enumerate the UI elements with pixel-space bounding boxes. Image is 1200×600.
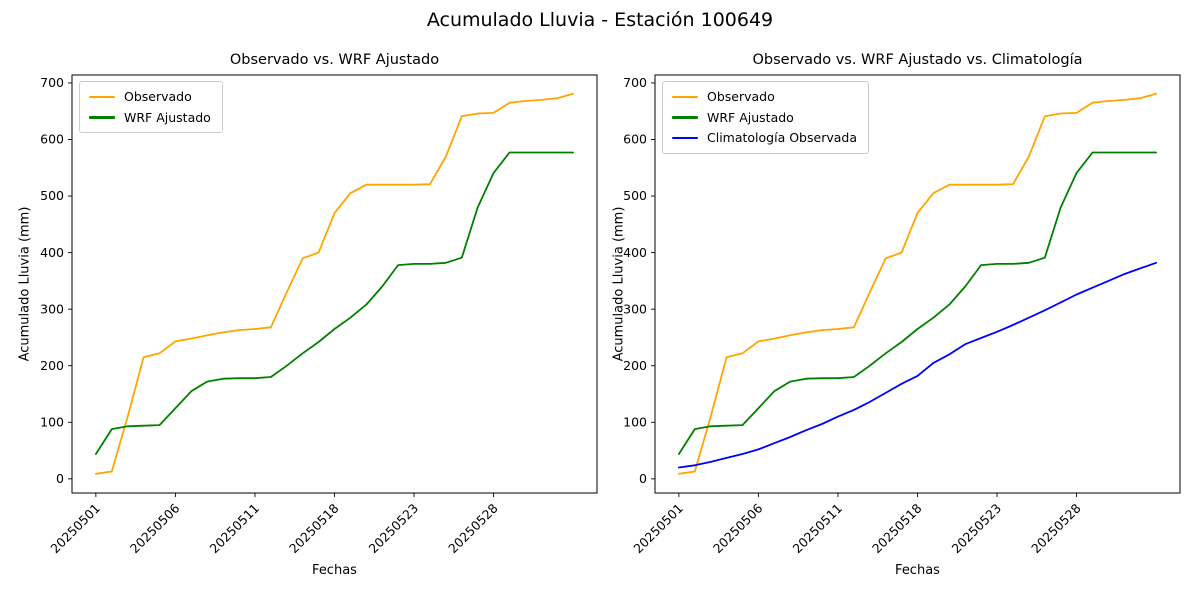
x-tick-label: 20250506 (710, 500, 766, 556)
left-y-axis-label: Acumulado Lluvia (mm) (17, 206, 33, 362)
y-tick-label: 300 (40, 301, 64, 316)
legend-label: Observado (707, 89, 775, 104)
y-tick-label: 600 (623, 132, 647, 147)
left-chart-legend: Observado WRF Ajustado (79, 81, 223, 134)
climatolog-a-observada-line (678, 261, 1157, 469)
x-tick-label: 20250528 (445, 500, 501, 556)
y-tick-label: 400 (623, 245, 647, 260)
y-tick-label: 100 (40, 414, 64, 429)
y-tick-label: 400 (40, 245, 64, 260)
figure-title: Acumulado Lluvia - Estación 100649 (426, 9, 774, 31)
observado-line (95, 92, 574, 475)
right-chart-title: Observado vs. WRF Ajustado vs. Climatolo… (752, 52, 1083, 68)
legend-label: Climatología Observada (707, 130, 857, 146)
right-chart-legend: Observado WRF Ajustado Climatología Observ… (662, 81, 869, 154)
legend-entry: Observado (89, 89, 211, 105)
y-tick-label: 500 (40, 188, 64, 203)
y-tick-label: 0 (56, 471, 64, 486)
right-x-axis-label: Fechas (895, 563, 940, 578)
y-tick-label: 700 (40, 75, 64, 90)
x-tick-label: 20250518 (286, 500, 342, 556)
left-plot-border (71, 74, 598, 494)
legend-line-swatch (89, 95, 115, 99)
observado-line (678, 92, 1157, 475)
x-tick-label: 20250518 (869, 500, 925, 556)
wrf-ajustado-line (95, 151, 574, 455)
x-tick-label: 20250528 (1028, 500, 1084, 556)
x-tick-label: 20250501 (47, 501, 103, 557)
x-tick-label: 20250501 (630, 501, 686, 557)
legend-entry: Observado (672, 89, 857, 105)
left-x-axis-label: Fechas (312, 563, 357, 578)
y-tick-label: 0 (639, 471, 647, 486)
legend-label: WRF Ajustado (124, 109, 211, 125)
legend-line-swatch (672, 116, 698, 119)
legend-entry: WRF Ajustado (89, 110, 211, 126)
legend-line-swatch (672, 95, 698, 99)
legend-label: WRF Ajustado (707, 109, 794, 125)
y-tick-label: 200 (623, 358, 647, 373)
legend-line-swatch (672, 136, 698, 140)
y-tick-label: 200 (40, 358, 64, 373)
y-tick-label: 300 (623, 301, 647, 316)
x-tick-label: 20250523 (366, 501, 422, 557)
y-tick-label: 500 (623, 188, 647, 203)
x-tick-label: 20250506 (127, 500, 183, 556)
x-tick-label: 20250523 (949, 501, 1005, 557)
x-tick-label: 20250511 (789, 501, 845, 557)
legend-line-swatch (89, 116, 115, 119)
y-tick-label: 600 (40, 132, 64, 147)
legend-entry: Climatología Observada (672, 130, 857, 146)
y-tick-label: 100 (623, 414, 647, 429)
left-chart-title: Observado vs. WRF Ajustado (229, 52, 440, 68)
y-tick-label: 700 (623, 75, 647, 90)
right-y-axis-label: Acumulado Lluvia (mm) (611, 206, 627, 362)
legend-entry: WRF Ajustado (672, 110, 857, 126)
x-tick-label: 20250511 (206, 501, 262, 557)
legend-label: Observado (124, 89, 192, 104)
wrf-ajustado-line (678, 151, 1157, 455)
